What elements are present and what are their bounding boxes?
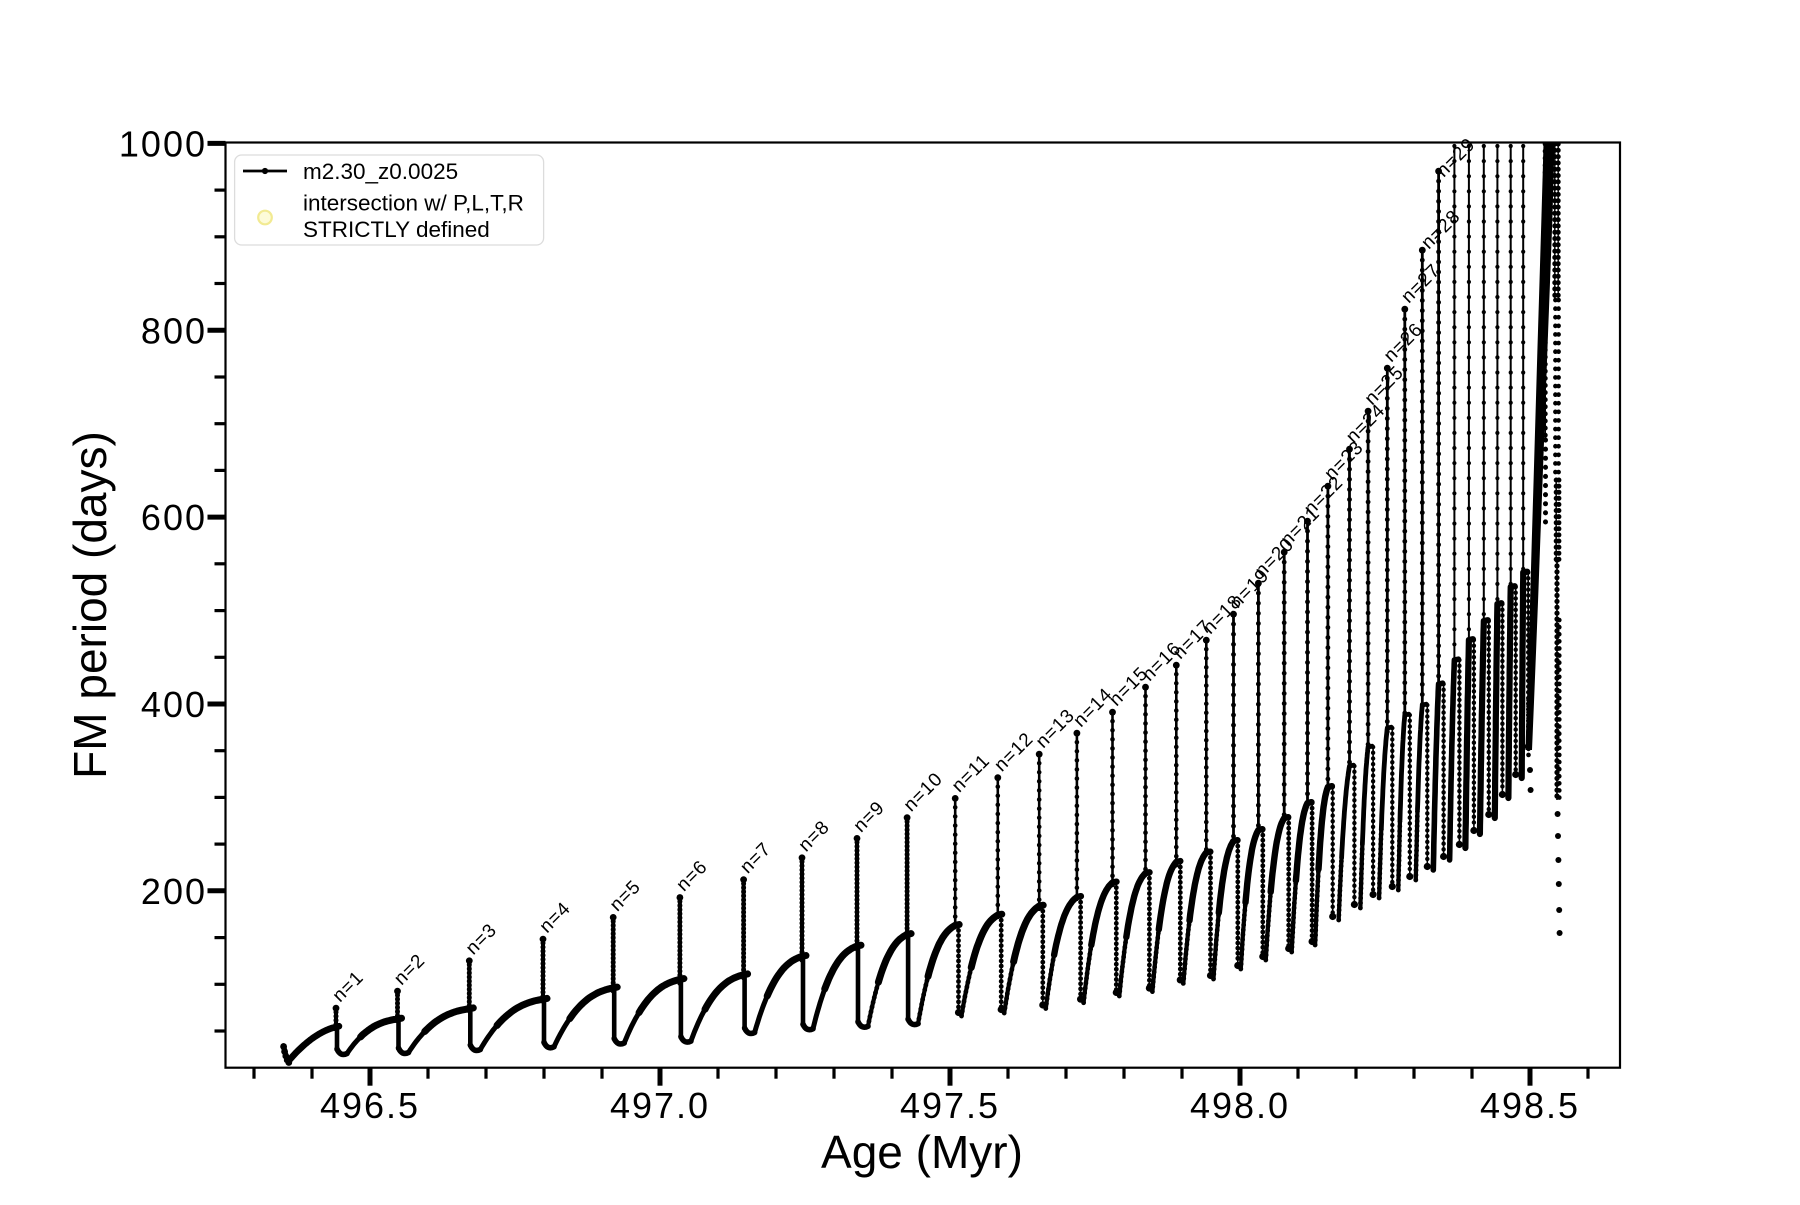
svg-text:600: 600 bbox=[141, 497, 207, 538]
svg-text:497.5: 497.5 bbox=[900, 1085, 1000, 1126]
svg-text:intersection w/ P,L,T,R: intersection w/ P,L,T,R bbox=[303, 191, 524, 216]
svg-text:498.5: 498.5 bbox=[1480, 1085, 1580, 1126]
svg-text:400: 400 bbox=[141, 684, 207, 725]
svg-text:498.0: 498.0 bbox=[1190, 1085, 1290, 1126]
svg-text:STRICTLY defined: STRICTLY defined bbox=[303, 217, 490, 242]
svg-text:497.0: 497.0 bbox=[610, 1085, 710, 1126]
svg-text:800: 800 bbox=[141, 310, 207, 351]
svg-text:496.5: 496.5 bbox=[320, 1085, 420, 1126]
svg-text:1000: 1000 bbox=[119, 123, 207, 164]
svg-text:m2.30_z0.0025: m2.30_z0.0025 bbox=[303, 159, 458, 184]
svg-text:200: 200 bbox=[141, 871, 207, 912]
svg-text:FM period (days): FM period (days) bbox=[64, 431, 116, 779]
svg-text:Age (Myr): Age (Myr) bbox=[821, 1126, 1023, 1178]
